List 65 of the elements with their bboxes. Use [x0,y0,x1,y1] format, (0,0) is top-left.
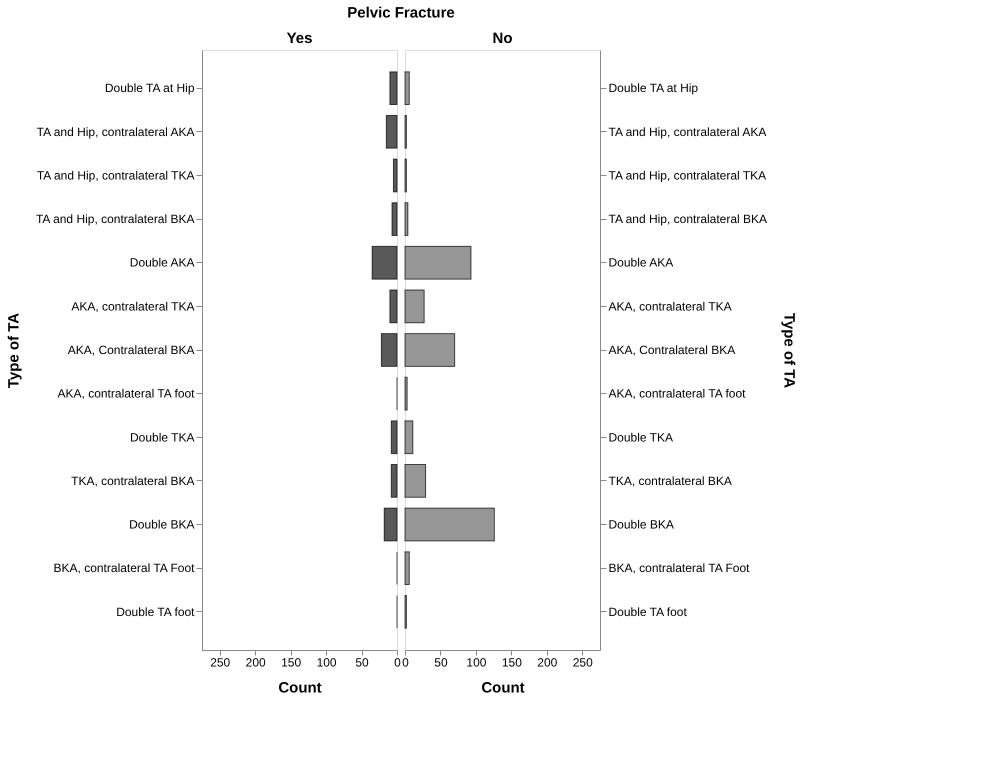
x-tick-label: 200 [537,656,558,670]
y-axis-title: Type of TA [5,312,22,388]
y-tick-label: Double BKA [608,518,674,532]
chart-subtitle: No [492,30,512,47]
chart-subtitle: Yes [286,30,312,47]
y-tick-label: Double TKA [130,430,194,444]
bar [390,464,398,498]
y-tick-label: AKA, Contralateral BKA [68,343,194,357]
bar [404,202,408,236]
y-axis-title: Type of TA [780,312,798,388]
y-tick-label: AKA, contralateral TKA [608,299,732,314]
y-tick-label: TA and Hip, contralateral AKA [608,124,766,139]
y-tick-label: Double TA at Hip [608,81,698,96]
y-tick-label: TA and Hip, contralateral BKA [36,212,194,226]
bar [372,246,398,280]
y-tick-label: BKA, contralateral TA Foot [608,561,750,576]
bar [390,420,398,454]
bar [384,508,398,542]
y-tick-label: BKA, contralateral TA Foot [54,561,196,576]
y-tick-label: AKA, contralateral TA foot [58,386,196,401]
bar [389,290,398,324]
x-axis-title: Count [481,680,525,696]
y-tick-label: Double AKA [130,256,194,270]
y-tick-label: TA and Hip, contralateral AKA [36,124,194,139]
x-tick-label: 50 [355,656,370,670]
y-tick-label: AKA, contralateral TKA [71,299,194,314]
x-tick-label: 50 [434,656,448,670]
y-tick-label: TA and Hip, contralateral BKA [608,212,768,226]
bar [404,551,410,586]
y-tick-label: AKA, Contralateral BKA [608,343,736,357]
x-tick-label: 100 [466,656,487,670]
bar [404,290,425,324]
bar [404,333,456,367]
y-tick-label: Double TA at Hip [104,81,195,96]
bar [392,202,398,236]
bar [404,376,408,410]
y-tick-label: TKA, contralateral BKA [71,474,194,488]
bar [389,71,398,106]
bar [404,464,426,498]
x-tick-label: 150 [502,656,522,670]
x-tick-label: 0 [394,656,402,670]
x-tick-label: 250 [572,656,594,670]
y-tick-label: Double TA foot [608,604,688,619]
y-tick-label: TA and Hip, contralateral TKA [608,168,766,182]
x-tick-label: 150 [281,656,302,670]
bar [404,71,410,106]
x-tick-label: 0 [402,656,410,670]
x-axis-title: Count [278,680,322,696]
y-tick-label: Double AKA [608,256,674,270]
y-tick-label: AKA, contralateral TA foot [608,386,746,401]
x-tick-label: 100 [316,656,337,670]
bar [380,333,398,367]
y-tick-label: Double TKA [608,430,673,444]
x-tick-label: 200 [246,656,266,670]
bar [386,114,398,149]
bar [404,246,472,280]
y-tick-label: Double BKA [129,518,194,532]
x-tick-label: 250 [210,656,231,670]
y-tick-label: TA and Hip, contralateral TKA [36,168,194,182]
bar [392,158,398,192]
chart-title: Pelvic Fracture [347,4,455,22]
y-tick-label: Double TA foot [116,604,196,619]
y-tick-label: TKA, contralateral BKA [608,474,732,488]
bar [404,420,414,454]
bar [404,508,495,542]
